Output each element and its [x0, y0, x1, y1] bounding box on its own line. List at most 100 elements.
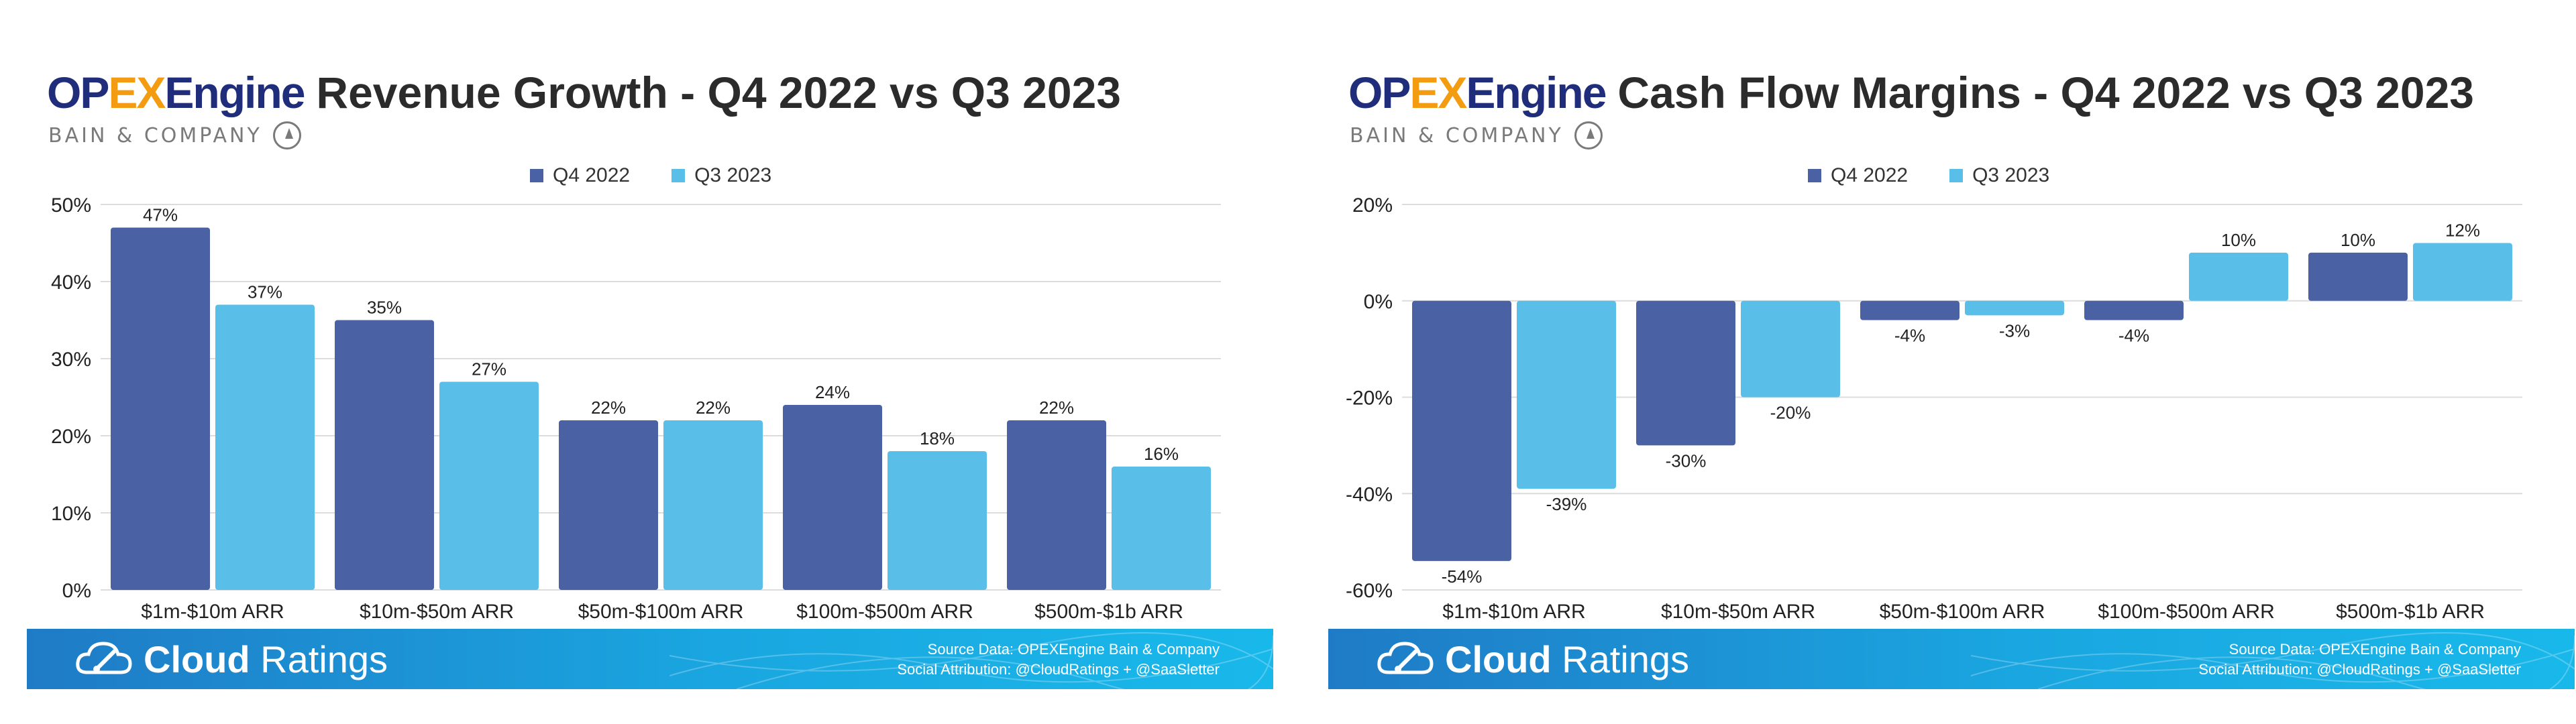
x-tick-label: $100m-$500m ARR: [2098, 601, 2274, 623]
opexengine-logo: OPEXEngine: [1348, 68, 1607, 117]
data-label: 22%: [696, 398, 731, 418]
opexengine-logo: OPEXEngine: [47, 68, 305, 117]
bar: [2413, 243, 2512, 301]
x-tick-label: $10m-$50m ARR: [1661, 601, 1815, 623]
bain-logo: BAIN & COMPANY: [48, 121, 301, 150]
cloud-ratings-logo: Cloud Ratings: [74, 636, 388, 682]
legend-swatch: [530, 169, 543, 182]
y-tick-label: 20%: [1352, 194, 1393, 217]
cash-flow-margins-chart: -60% -40% -20% 0% 20% -54% -39% $1m-$10m ARR -30…: [1346, 194, 2522, 623]
y-tick-label: 20%: [51, 426, 91, 448]
chart-legend: Q4 2022 Q3 2023: [1808, 161, 2091, 190]
data-label: -4%: [1894, 326, 1925, 346]
compass-icon: [1574, 121, 1603, 149]
y-tick-label: 50%: [51, 194, 91, 217]
legend-item-q3-2023: Q3 2023: [1949, 164, 2049, 187]
bar: [2189, 252, 2288, 301]
chart-title: Cash Flow Margins - Q4 2022 vs Q3 2023: [1617, 68, 2474, 117]
bar: [1965, 300, 2064, 316]
chart-title-row: OPEXEngine Revenue Growth - Q4 2022 vs Q…: [47, 67, 1121, 121]
attribution-text: Social Attribution: @CloudRatings + @Saa…: [897, 661, 1220, 678]
legend-item-q4-2022: Q4 2022: [1808, 164, 1908, 187]
bar: [783, 405, 882, 590]
footer-credits: Source Data: OPEXEngine Bain & Company S…: [897, 640, 1220, 680]
bar: [439, 381, 539, 590]
cloud-ratings-wordmark: Cloud Ratings: [144, 638, 388, 680]
data-label: 10%: [2341, 230, 2375, 250]
footer-credits: Source Data: OPEXEngine Bain & Company S…: [2198, 640, 2521, 680]
data-label: 37%: [248, 282, 282, 302]
bar: [1636, 300, 1735, 446]
cloud-icon: [1377, 642, 1434, 674]
bar: [559, 420, 658, 590]
legend-swatch: [1949, 169, 1964, 182]
source-text: Source Data: OPEXEngine Bain & Company: [927, 641, 1220, 658]
revenue-growth-chart: 0% 10% 20% 30% 40% 50% 47% 37% $1m-$10m ARR 35% 27…: [51, 194, 1221, 623]
y-tick-label: 10%: [51, 503, 91, 525]
data-label: 27%: [472, 359, 506, 379]
x-tick-label: $50m-$100m ARR: [578, 601, 744, 623]
cash-flow-margins-panel: OPEXEngine Cash Flow Margins - Q4 2022 v…: [1301, 0, 2576, 724]
data-label: 24%: [815, 382, 850, 402]
data-label: -54%: [1442, 566, 1483, 587]
bain-wordmark: BAIN & COMPANY: [1350, 123, 1564, 147]
cloud-ratings-wordmark: Cloud Ratings: [1445, 638, 1690, 680]
data-label: 22%: [1039, 398, 1074, 418]
data-label: 10%: [2221, 230, 2256, 250]
legend-label: Q4 2022: [553, 164, 631, 186]
bar: [1741, 300, 1840, 398]
data-label: 18%: [920, 428, 955, 448]
source-text: Source Data: OPEXEngine Bain & Company: [2229, 641, 2521, 658]
data-label: 47%: [143, 205, 178, 225]
y-tick-label: -40%: [1346, 483, 1393, 505]
x-tick-label: $10m-$50m ARR: [360, 601, 514, 623]
decorative-lines: [1971, 632, 2575, 689]
x-tick-label: $50m-$100m ARR: [1880, 601, 2045, 623]
data-label: -20%: [1770, 403, 1811, 423]
bar: [215, 304, 315, 590]
bar: [1860, 300, 1960, 320]
x-tick-label: $1m-$10m ARR: [141, 601, 284, 623]
bar: [1007, 420, 1106, 590]
y-tick-label: 0%: [1364, 291, 1393, 313]
bar: [663, 420, 763, 590]
bain-logo: BAIN & COMPANY: [1350, 121, 1603, 150]
data-label: -39%: [1546, 494, 1587, 514]
x-tick-label: $500m-$1b ARR: [1034, 601, 1183, 623]
legend-label: Q4 2022: [1831, 164, 1909, 186]
data-label: 35%: [367, 298, 402, 318]
data-label: 22%: [591, 398, 626, 418]
cloud-ratings-footer: Cloud Ratings Source Data: OPEXEngine Ba…: [27, 629, 1273, 689]
legend-item-q3-2023: Q3 2023: [672, 164, 771, 187]
data-label: 16%: [1144, 444, 1179, 464]
data-label: -3%: [1999, 320, 2030, 341]
x-tick-label: $100m-$500m ARR: [796, 601, 973, 623]
legend-label: Q3 2023: [694, 164, 772, 186]
cloud-ratings-logo: Cloud Ratings: [1375, 636, 1689, 682]
cloud-ratings-footer: Cloud Ratings Source Data: OPEXEngine Ba…: [1328, 629, 2575, 689]
y-tick-label: 40%: [51, 272, 91, 294]
chart-title: Revenue Growth - Q4 2022 vs Q3 2023: [316, 68, 1121, 117]
x-tick-label: $500m-$1b ARR: [2336, 601, 2485, 623]
revenue-growth-panel: OPEXEngine Revenue Growth - Q4 2022 vs Q…: [0, 0, 1275, 724]
bar: [335, 320, 434, 590]
chart-legend: Q4 2022 Q3 2023: [530, 161, 813, 190]
y-tick-label: -20%: [1346, 387, 1393, 410]
legend-swatch: [672, 169, 686, 182]
attribution-text: Social Attribution: @CloudRatings + @Saa…: [2198, 661, 2521, 678]
y-tick-label: 30%: [51, 349, 91, 371]
bar: [111, 227, 210, 590]
data-label: -4%: [2118, 326, 2149, 346]
legend-label: Q3 2023: [1972, 164, 2050, 186]
y-tick-label: 0%: [62, 580, 91, 602]
decorative-lines: [669, 632, 1273, 689]
data-label: -30%: [1666, 450, 1707, 471]
legend-item-q4-2022: Q4 2022: [530, 164, 630, 187]
compass-icon: [272, 121, 301, 149]
bain-wordmark: BAIN & COMPANY: [48, 123, 262, 147]
bar: [888, 451, 987, 590]
y-tick-label: -60%: [1346, 580, 1393, 602]
bar: [1412, 300, 1511, 561]
bar: [1112, 467, 1211, 590]
chart-title-row: OPEXEngine Cash Flow Margins - Q4 2022 v…: [1348, 67, 2474, 121]
